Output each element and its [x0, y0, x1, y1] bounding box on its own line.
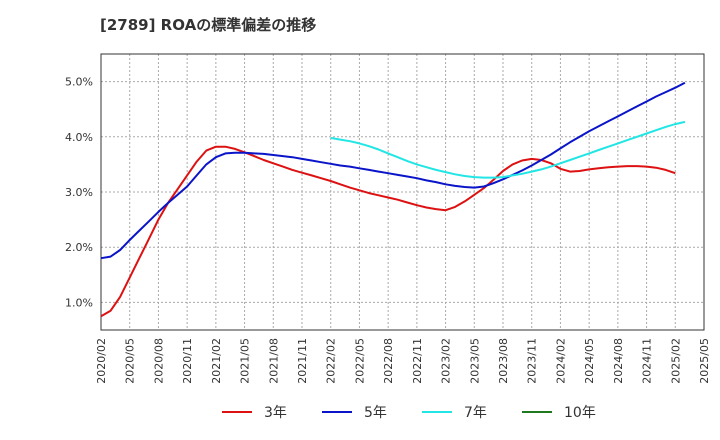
x-tick-label: 2020/08	[152, 338, 165, 384]
y-tick-label: 5.0%	[65, 76, 93, 89]
x-tick-label: 2020/11	[181, 338, 194, 384]
series-line	[100, 81, 686, 260]
legend-label: 10年	[564, 405, 596, 421]
x-tick-label: 2020/05	[124, 338, 137, 384]
x-tick-label: 2023/05	[468, 338, 481, 384]
y-tick-label: 3.0%	[65, 186, 93, 199]
x-tick-label: 2021/08	[267, 338, 280, 384]
x-tick-label: 2021/11	[296, 338, 309, 384]
chart-title: [2789] ROAの標準偏差の推移	[100, 16, 317, 34]
plot-area	[100, 53, 705, 331]
y-tick-label: 2.0%	[65, 241, 93, 254]
x-tick-label: 2024/02	[554, 338, 567, 384]
y-tick-label: 1.0%	[65, 296, 93, 309]
x-tick-label: 2021/02	[210, 338, 223, 384]
legend-label: 3年	[264, 405, 287, 421]
x-tick-label: 2022/02	[325, 338, 338, 384]
y-axis-ticks: 1.0% 2.0% 3.0% 4.0% 5.0%	[65, 76, 93, 310]
series-line	[100, 145, 676, 318]
series-lines	[100, 81, 686, 318]
x-tick-label: 2022/08	[382, 338, 395, 384]
x-tick-label: 2023/11	[526, 338, 539, 384]
x-tick-label: 2025/02	[669, 338, 682, 384]
legend-label: 5年	[364, 405, 387, 421]
x-tick-label: 2022/11	[411, 338, 424, 384]
x-tick-label: 2023/08	[497, 338, 510, 384]
x-tick-label: 2024/05	[583, 338, 596, 384]
series-line	[330, 120, 686, 179]
x-axis-ticks: 2020/02 2020/05 2020/08 2020/11 2021/02 2021/…	[95, 338, 711, 384]
x-tick-label: 2022/05	[353, 338, 366, 384]
y-tick-label: 4.0%	[65, 131, 93, 144]
legend: 3年 5年 7年 10年	[222, 405, 596, 421]
x-tick-label: 2023/02	[440, 338, 453, 384]
x-tick-label: 2024/11	[641, 338, 654, 384]
grid-lines	[100, 54, 705, 330]
x-tick-label: 2025/05	[698, 338, 711, 384]
x-tick-label: 2020/02	[95, 338, 108, 384]
legend-label: 7年	[464, 405, 487, 421]
x-tick-label: 2024/08	[612, 338, 625, 384]
x-tick-label: 2021/05	[239, 338, 252, 384]
